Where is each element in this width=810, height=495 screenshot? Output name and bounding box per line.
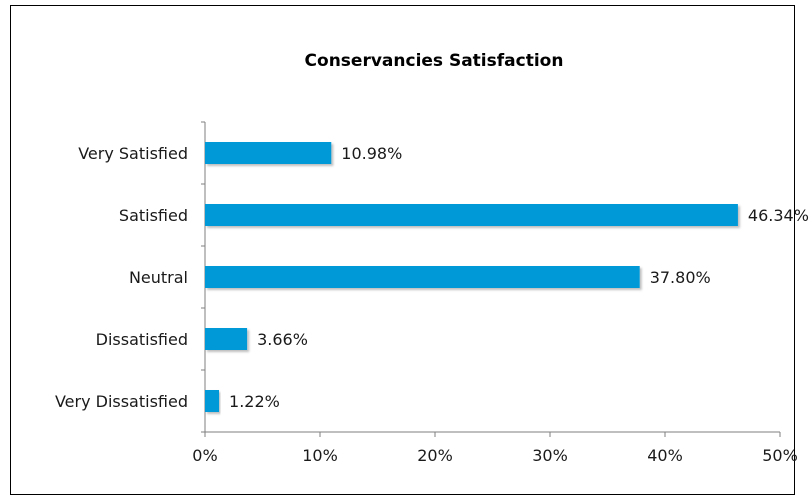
data-label: 10.98% xyxy=(341,144,402,163)
y-tick-label: Very Satisfied xyxy=(78,144,188,163)
bar-neutral xyxy=(205,266,640,288)
y-tick-label: Very Dissatisfied xyxy=(55,392,188,411)
data-label: 1.22% xyxy=(229,392,280,411)
chart-title: Conservancies Satisfaction xyxy=(305,51,564,71)
bar-very-satisfied xyxy=(205,142,332,164)
x-tick-label: 10% xyxy=(302,446,338,465)
bar-satisfied xyxy=(205,204,738,226)
data-label: 46.34% xyxy=(748,206,809,225)
data-label: 3.66% xyxy=(257,330,308,349)
tick-labels: 0% 10% 20% 30% 40% 50% Very Satisfied 10.98% Sat… xyxy=(55,144,809,465)
x-tick-label: 40% xyxy=(647,446,683,465)
y-tick-label: Neutral xyxy=(129,268,188,287)
data-label: 37.80% xyxy=(650,268,711,287)
y-tick-label: Dissatisfied xyxy=(96,330,188,349)
bars xyxy=(205,142,738,412)
x-tick-label: 0% xyxy=(192,446,217,465)
x-tick-label: 30% xyxy=(532,446,568,465)
chart-frame xyxy=(10,5,795,495)
bar-chart: Conservancies Satisfaction 0% 10% 20% 30% 40… xyxy=(55,51,809,465)
x-tick-label: 50% xyxy=(762,446,798,465)
y-tick-label: Satisfied xyxy=(119,206,188,225)
bar-dissatisfied xyxy=(205,328,248,350)
bar-very-dissatisfied xyxy=(205,390,220,412)
x-tick-label: 20% xyxy=(417,446,453,465)
